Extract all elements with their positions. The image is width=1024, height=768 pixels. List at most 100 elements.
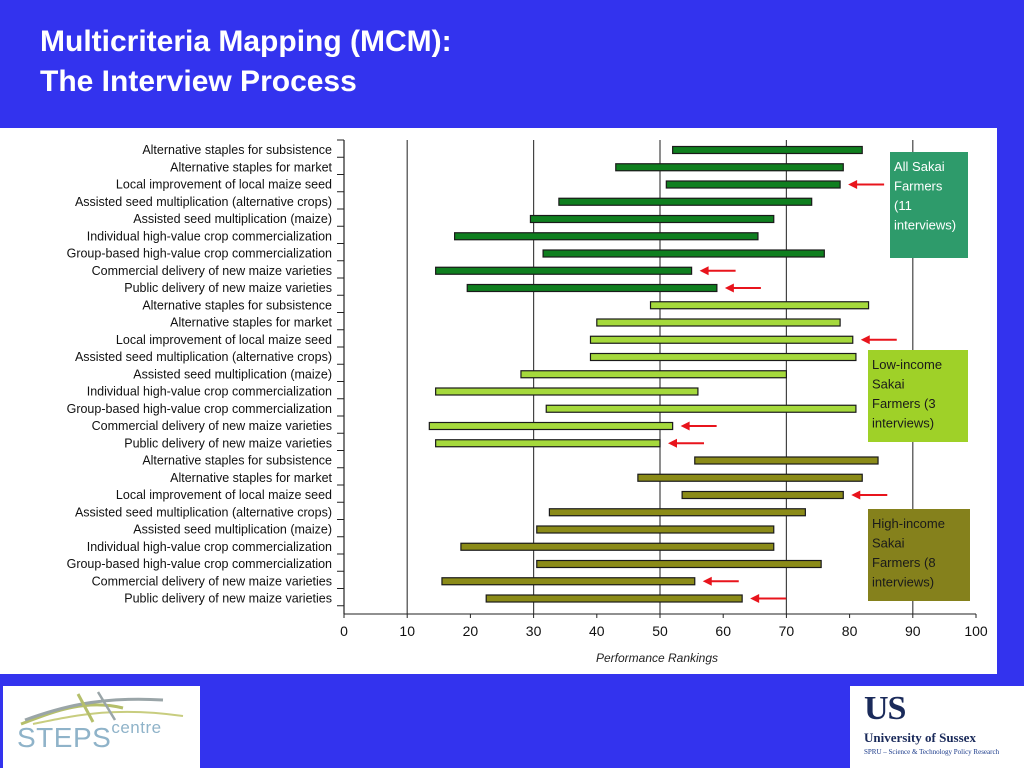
range-bar	[435, 439, 661, 448]
legend-text: interviews)	[872, 416, 934, 431]
legend-text: All Sakai	[894, 159, 945, 174]
x-tick-label: 60	[715, 623, 731, 639]
steps-wave-icon	[20, 691, 184, 726]
range-bar	[558, 197, 813, 206]
category-label: Public delivery of new maize varieties	[124, 436, 332, 450]
range-chart: 0 10 20 30 40 50 60 70 80 90 100 Performance Rankin…	[67, 139, 988, 665]
steps-logo-text: STEPScentre	[17, 718, 162, 754]
legend-text: (11	[894, 198, 912, 213]
range-bar	[454, 232, 759, 241]
range-bar	[589, 335, 854, 344]
legend-text: interviews)	[872, 575, 934, 590]
range-bar	[637, 473, 863, 482]
highlight-arrow-head	[750, 594, 760, 603]
category-label: Individual high-value crop commercializa…	[87, 385, 332, 399]
x-tick-label: 10	[399, 623, 415, 639]
category-label: Public delivery of new maize varieties	[124, 592, 332, 606]
range-bar	[542, 249, 825, 258]
range-bar	[548, 508, 806, 517]
range-bar	[466, 283, 718, 293]
sussex-logo: US University of Sussex SPRU – Science &…	[850, 686, 1024, 768]
range-bar	[672, 145, 863, 155]
category-label: Local improvement of local maize seed	[116, 178, 332, 192]
sussex-logo-mark: US	[864, 690, 906, 727]
legend-text: Farmers	[894, 179, 943, 194]
range-bar	[441, 577, 696, 586]
legend-box	[868, 509, 970, 601]
x-tick-label: 0	[340, 623, 348, 639]
category-label: Assisted seed multiplication (maize)	[133, 212, 332, 226]
range-bar	[615, 163, 844, 172]
legend-text: Farmers (8	[872, 555, 936, 570]
highlight-arrow-head	[860, 335, 870, 345]
legend-text: Low-income	[872, 357, 942, 372]
category-label: Local improvement of local maize seed	[116, 333, 332, 347]
category-label: Alternative staples for market	[170, 471, 332, 485]
range-bar	[435, 387, 699, 396]
category-label: Alternative staples for subsistence	[142, 143, 332, 157]
range-bar	[536, 525, 775, 534]
category-label: Individual high-value crop commercializa…	[87, 540, 332, 554]
category-label: Individual high-value crop commercializa…	[87, 229, 332, 243]
legend-box	[868, 350, 968, 442]
sussex-logo-sub: SPRU – Science & Technology Policy Resea…	[864, 748, 1000, 756]
x-tick-label: 20	[463, 623, 479, 639]
range-bar	[694, 456, 879, 465]
slide-title: Multicriteria Mapping (MCM): The Intervi…	[40, 22, 452, 102]
x-tick-label: 30	[526, 623, 542, 639]
x-tick-label: 90	[905, 623, 921, 639]
steps-logo-main: STEPS	[17, 722, 112, 753]
slide-title-line-2: The Interview Process	[40, 65, 357, 98]
legend-text: Farmers (3	[872, 396, 936, 411]
category-label: Assisted seed multiplication (maize)	[133, 523, 332, 537]
legend-text: Sakai	[872, 536, 905, 551]
highlight-arrow-head	[848, 180, 858, 189]
x-tick-label: 100	[964, 623, 988, 639]
category-label: Alternative staples for market	[170, 160, 332, 174]
steps-centre-logo: STEPScentre	[3, 686, 200, 768]
category-label: Alternative staples for subsistence	[142, 454, 332, 468]
range-bar	[485, 594, 743, 603]
category-label: Assisted seed multiplication (maize)	[133, 367, 332, 381]
chart-panel: 0 10 20 30 40 50 60 70 80 90 100 Performance Rankin…	[0, 128, 997, 674]
highlight-arrow-head	[724, 283, 734, 293]
x-tick-label: 50	[652, 623, 668, 639]
range-bar	[435, 266, 693, 275]
x-tick-label: 80	[842, 623, 858, 639]
range-bar	[545, 404, 857, 413]
range-bar	[681, 490, 844, 500]
steps-logo-sup: centre	[111, 718, 162, 737]
x-tick-label: 40	[589, 623, 605, 639]
highlight-arrow-head	[668, 438, 677, 448]
highlight-arrow-head	[702, 576, 712, 586]
category-label: Assisted seed multiplication (alternativ…	[75, 505, 332, 519]
slide-title-line-1: Multicriteria Mapping (MCM):	[40, 25, 452, 58]
category-label: Assisted seed multiplication (alternativ…	[75, 195, 332, 209]
category-label: Alternative staples for subsistence	[142, 298, 332, 312]
category-label: Group-based high-value crop commercializ…	[67, 557, 332, 571]
category-label: Local improvement of local maize seed	[116, 488, 332, 502]
category-label: Public delivery of new maize varieties	[124, 281, 332, 295]
range-bar	[460, 542, 775, 551]
highlight-arrow-head	[699, 266, 709, 276]
legend-text: High-income	[872, 516, 945, 531]
highlight-arrow-head	[851, 490, 861, 500]
legend-text: interviews)	[894, 218, 956, 233]
category-label: Commercial delivery of new maize varieti…	[92, 419, 332, 433]
range-bar	[649, 301, 870, 310]
category-label: Group-based high-value crop commercializ…	[67, 247, 332, 261]
category-label: Alternative staples for market	[170, 316, 332, 330]
range-bar	[536, 559, 822, 569]
x-axis-label: Performance Rankings	[596, 651, 718, 665]
range-bar	[665, 180, 841, 189]
legend-box	[890, 152, 968, 258]
category-label: Commercial delivery of new maize varieti…	[92, 264, 332, 278]
range-bar	[428, 421, 674, 431]
range-bar	[589, 352, 857, 362]
range-bar	[529, 214, 775, 224]
range-bar	[520, 370, 788, 379]
range-bar	[596, 318, 841, 327]
sussex-logo-name: University of Sussex	[864, 730, 976, 745]
category-label: Commercial delivery of new maize varieti…	[92, 574, 332, 588]
category-label: Assisted seed multiplication (alternativ…	[75, 350, 332, 364]
